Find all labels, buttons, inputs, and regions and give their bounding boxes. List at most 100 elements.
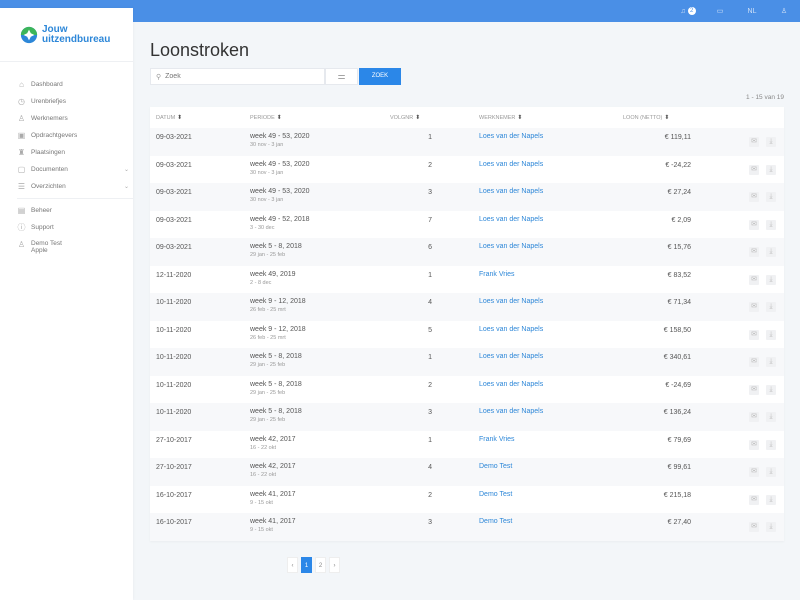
download-icon[interactable]: ⤓ <box>766 219 776 230</box>
cell-datum: 09-03-2021 <box>156 161 192 169</box>
next-page-button[interactable]: › <box>329 557 340 573</box>
mail-icon[interactable]: ✉ <box>749 247 759 257</box>
table-row: 10-11-2020 week 9 - 12, 2018 26 feb - 25 … <box>150 293 784 321</box>
employee-link[interactable]: Loes van der Napels <box>479 215 544 223</box>
search-box[interactable]: ⚲ <box>150 68 325 85</box>
table-row: 10-11-2020 week 5 - 8, 2018 29 jan - 25 f… <box>150 376 784 404</box>
user-menu-button[interactable]: ♙ <box>768 7 800 15</box>
search-input[interactable] <box>165 73 316 80</box>
employee-link[interactable]: Demo Test <box>479 518 513 525</box>
database-icon: ▤ <box>17 206 26 215</box>
cell-periode: week 49 - 53, 2020 30 nov - 3 jan <box>250 133 310 148</box>
cell-periode: week 49 - 53, 2020 30 nov - 3 jan <box>250 160 310 176</box>
header-loon[interactable]: LOON (NETTO) ⬍ <box>623 115 670 121</box>
download-icon[interactable]: ⤓ <box>766 384 776 395</box>
cell-datum: 09-03-2021 <box>156 216 192 224</box>
cell-datum: 10-11-2020 <box>156 381 192 389</box>
mail-icon[interactable]: ✉ <box>749 522 759 532</box>
employee-link[interactable]: Loes van der Napels <box>479 408 544 415</box>
mail-icon[interactable]: ✉ <box>749 302 759 312</box>
cell-datum: 10-11-2020 <box>156 299 192 306</box>
download-icon[interactable]: ⤓ <box>766 412 776 422</box>
download-icon[interactable]: ⤓ <box>766 302 776 312</box>
mail-icon[interactable]: ✉ <box>749 494 759 505</box>
search-button[interactable]: ZOEK <box>359 68 401 85</box>
employee-link[interactable]: Loes van der Napels <box>479 380 544 388</box>
employee-link[interactable]: Frank Vries <box>479 270 515 278</box>
sidebar-item-overzichten[interactable]: ☰ Overzichten ⌄ <box>0 178 133 195</box>
employee-link[interactable]: Loes van der Napels <box>479 160 544 168</box>
mail-icon[interactable]: ✉ <box>749 439 759 450</box>
sidebar-item-documenten[interactable]: ▢ Documenten ⌄ <box>0 161 133 178</box>
user-icon: ♙ <box>780 8 788 15</box>
cell-periode-dates: 29 jan - 25 feb <box>250 252 286 258</box>
cell-periode-dates: 30 nov - 3 jan <box>250 197 284 203</box>
header-datum[interactable]: DATUM ⬍ <box>156 115 183 121</box>
sidebar-user[interactable]: ♙ Demo Test Apple <box>0 236 133 262</box>
download-icon[interactable]: ⤓ <box>766 522 776 532</box>
mail-icon[interactable]: ✉ <box>749 164 759 175</box>
employee-link[interactable]: Loes van der Napels <box>479 298 544 305</box>
cell-loon: € 71,34 <box>667 299 691 306</box>
prev-page-button[interactable]: ‹ <box>287 557 298 573</box>
notifications-button[interactable]: ♫ 2 <box>672 7 704 15</box>
language-button[interactable]: NL <box>747 7 757 15</box>
cell-periode-dates: 16 - 22 okt <box>250 444 276 451</box>
mail-icon[interactable]: ✉ <box>749 329 759 340</box>
sidebar-item-urenbriefjes[interactable]: ◷ Urenbriefjes <box>0 93 133 110</box>
employee-link[interactable]: Loes van der Napels <box>479 188 544 195</box>
employee-link[interactable]: Loes van der Napels <box>479 133 544 140</box>
employee-link[interactable]: Loes van der Napels <box>479 325 544 333</box>
lighthouse-icon: ♜ <box>17 148 26 157</box>
header-volgnr[interactable]: VOLGNR ⬍ <box>390 115 421 121</box>
sidebar-item-dashboard[interactable]: ⌂ Dashboard <box>0 76 133 93</box>
sidebar-item-plaatsingen[interactable]: ♜ Plaatsingen <box>0 144 133 161</box>
calendar-button[interactable]: ▭ <box>704 7 736 15</box>
download-icon[interactable]: ⤓ <box>766 494 776 505</box>
employee-link[interactable]: Frank Vries <box>479 435 515 443</box>
sidebar-item-support[interactable]: ⓘ Support <box>0 219 133 236</box>
mail-icon[interactable]: ✉ <box>749 137 759 147</box>
employee-link[interactable]: Loes van der Napels <box>479 353 544 360</box>
sidebar-item-opdrachtgevers[interactable]: ▣ Opdrachtgevers <box>0 127 133 144</box>
download-icon[interactable]: ⤓ <box>766 164 776 175</box>
employee-link[interactable]: Loes van der Napels <box>479 243 544 250</box>
logo[interactable]: Jouw uitzendbureau <box>0 8 133 62</box>
cell-periode-dates: 26 feb - 25 mrt <box>250 307 286 313</box>
page-2-button[interactable]: 2 <box>315 557 326 573</box>
employee-link[interactable]: Demo Test <box>479 463 513 470</box>
mail-icon[interactable]: ✉ <box>749 357 759 367</box>
download-icon[interactable]: ⤓ <box>766 137 776 147</box>
download-icon[interactable]: ⤓ <box>766 439 776 450</box>
cell-periode: week 5 - 8, 2018 29 jan - 25 feb <box>250 243 302 258</box>
sidebar-item-werknemers[interactable]: ♙ Werknemers <box>0 110 133 127</box>
logo-text-2: uitzendbureau <box>42 33 111 45</box>
download-icon[interactable]: ⤓ <box>766 467 776 477</box>
mail-icon[interactable]: ✉ <box>749 192 759 202</box>
sidebar-item-label: Dashboard <box>31 81 63 88</box>
table-row: 12-11-2020 week 49, 2019 2 - 8 dec 1 Fran… <box>150 266 784 294</box>
employee-link[interactable]: Demo Test <box>479 490 513 498</box>
mail-icon[interactable]: ✉ <box>749 219 759 230</box>
mail-icon[interactable]: ✉ <box>749 467 759 477</box>
mail-icon[interactable]: ✉ <box>749 384 759 395</box>
mail-icon[interactable]: ✉ <box>749 412 759 422</box>
download-icon[interactable]: ⤓ <box>766 357 776 367</box>
sidebar-item-beheer[interactable]: ▤ Beheer <box>0 202 133 219</box>
filter-button[interactable]: ⚌ <box>325 68 358 85</box>
download-icon[interactable]: ⤓ <box>766 274 776 285</box>
download-icon[interactable]: ⤓ <box>766 329 776 340</box>
header-werknemer[interactable]: WERKNEMER ⬍ <box>479 115 523 121</box>
top-bar: ♫ 2 ▭ NL ♙ <box>0 0 800 22</box>
list-icon: ☰ <box>17 182 26 191</box>
download-icon[interactable]: ⤓ <box>766 192 776 202</box>
cell-volgnr: 3 <box>428 189 432 196</box>
logo-icon <box>20 26 38 43</box>
mail-icon[interactable]: ✉ <box>749 274 759 285</box>
search-icon: ⚲ <box>156 73 162 81</box>
cell-loon: € 99,61 <box>667 464 691 471</box>
cell-periode-dates: 30 nov - 3 jan <box>250 169 284 176</box>
header-periode[interactable]: PERIODE ⬍ <box>250 115 282 121</box>
page-1-button[interactable]: 1 <box>301 557 312 573</box>
download-icon[interactable]: ⤓ <box>766 247 776 257</box>
